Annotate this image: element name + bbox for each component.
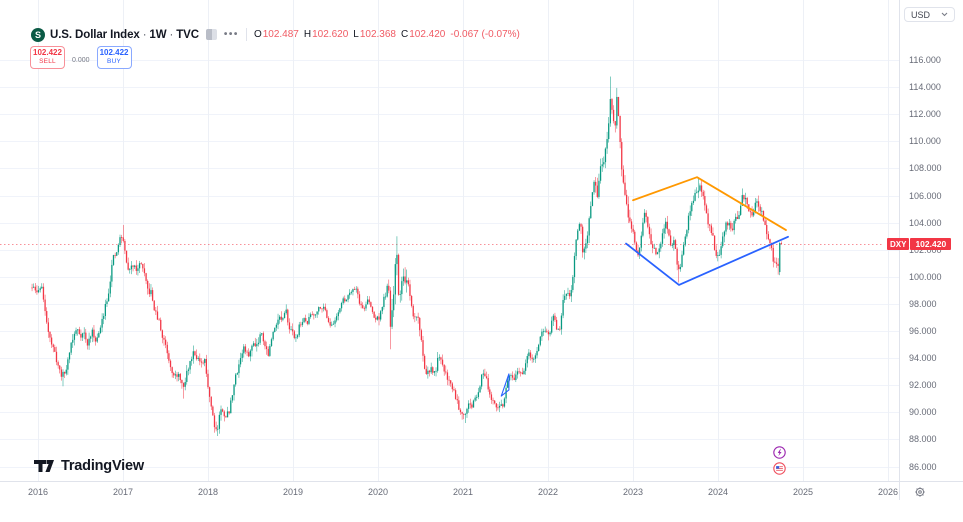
price-axis-label: 106.000	[909, 190, 942, 201]
gear-icon[interactable]	[913, 485, 927, 499]
symbol-logo-badge[interactable]: S	[31, 27, 45, 42]
time-axis-label: 2016	[27, 487, 49, 497]
time-axis-label: 2022	[537, 487, 559, 497]
time-axis-label: 2024	[707, 487, 729, 497]
sell-price: 102.422	[33, 48, 62, 58]
open-value: 102.487	[262, 29, 299, 40]
spread-value: 0.000	[72, 57, 90, 64]
price-axis-label: 94.000	[909, 353, 937, 364]
ohlc-readout: O 102.487 H 102.620 L 102.368 C 102.420 -0.0…	[254, 29, 520, 40]
price-axis-label: 90.000	[909, 407, 937, 418]
trade-panel: 102.422 SELL 0.000 102.422 BUY	[30, 46, 132, 69]
time-axis-label: 2017	[112, 487, 134, 497]
buy-label: BUY	[107, 58, 122, 66]
time-axis-label: 2025	[792, 487, 814, 497]
low-value: 102.368	[359, 29, 396, 40]
close-label: C	[400, 29, 409, 40]
sell-button[interactable]: 102.422 SELL	[30, 46, 65, 69]
price-axis-label: 96.000	[909, 326, 937, 336]
more-options-button[interactable]: •••	[223, 29, 239, 40]
high-value: 102.620	[312, 29, 349, 40]
chevron-down-icon	[941, 12, 948, 17]
price-axis-label: 88.000	[909, 434, 937, 445]
axis-corner-divider	[899, 482, 900, 500]
price-axis-label: 104.000	[909, 217, 942, 228]
change-value: -0.067 (-0.07%)	[450, 29, 520, 40]
buy-price: 102.422	[99, 48, 129, 58]
open-label: O	[253, 29, 262, 40]
tradingview-brand-text: TradingView	[61, 458, 144, 474]
sell-label: SELL	[39, 58, 56, 66]
time-axis-label: 2023	[622, 487, 644, 497]
high-label: H	[303, 29, 312, 40]
symbol-flag-icon[interactable]	[205, 29, 217, 40]
economic-event-lightning-icon[interactable]	[773, 446, 786, 459]
price-axis-label: 112.000	[909, 109, 941, 120]
currency-dropdown[interactable]: USD	[904, 7, 955, 22]
close-value: 102.420	[409, 29, 446, 40]
last-price-tag: DXY 102.420	[887, 238, 952, 250]
price-tag-symbol: DXY	[887, 238, 910, 250]
interval-label: 1W	[149, 28, 167, 41]
time-axis-label: 2019	[282, 487, 304, 497]
buy-button[interactable]: 102.422 BUY	[96, 46, 132, 69]
price-axis-label: 108.000	[909, 163, 942, 174]
price-axis-label: 110.000	[909, 136, 941, 147]
currency-label: USD	[911, 9, 931, 20]
tradingview-logo-mark	[34, 460, 54, 472]
time-axis-label: 2026	[877, 487, 899, 497]
low-label: L	[353, 29, 359, 40]
time-axis[interactable]: 2016 2017 2018 2019 2020 2021 2022 2023 2024 2025…	[0, 481, 963, 522]
price-axis-label: 92.000	[909, 380, 937, 391]
time-axis-label: 2020	[367, 487, 389, 497]
price-tag-value: 102.420	[910, 238, 952, 250]
price-axis-label: 116.000	[909, 55, 941, 65]
price-axis-label: 114.000	[909, 82, 941, 93]
tradingview-logo[interactable]: TradingView	[33, 458, 144, 474]
title-separator: ·	[142, 28, 147, 41]
symbol-legend: S U.S. Dollar Index · 1W · TVC ••• O 102.487 …	[31, 26, 520, 43]
us-flag-event-icon[interactable]	[773, 462, 786, 475]
price-axis-label: 100.000	[909, 271, 942, 282]
exchange-label: TVC	[176, 28, 199, 41]
legend-divider	[245, 28, 247, 41]
price-axis-label: 86.000	[909, 461, 937, 472]
price-axis-label: 98.000	[909, 298, 937, 309]
candlestick-chart-canvas[interactable]	[0, 0, 899, 481]
symbol-name: U.S. Dollar Index	[50, 28, 140, 41]
time-axis-label: 2021	[452, 487, 474, 497]
time-axis-label: 2018	[197, 487, 219, 497]
title-separator: ·	[169, 28, 174, 41]
symbol-title[interactable]: U.S. Dollar Index · 1W · TVC	[50, 29, 199, 41]
